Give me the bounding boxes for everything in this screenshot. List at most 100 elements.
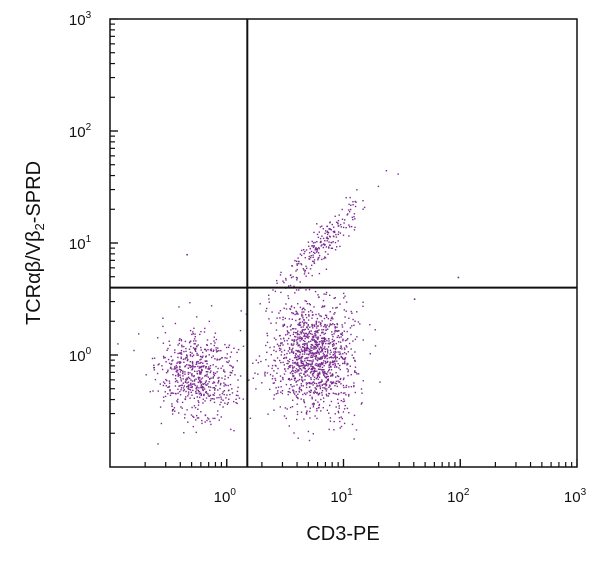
data-point bbox=[169, 344, 171, 346]
data-point bbox=[314, 391, 317, 393]
data-point bbox=[343, 400, 346, 402]
data-point bbox=[201, 377, 204, 379]
data-point bbox=[325, 230, 327, 232]
data-point bbox=[354, 200, 356, 203]
data-point bbox=[212, 417, 214, 420]
data-point bbox=[169, 394, 172, 397]
data-point bbox=[319, 356, 322, 359]
data-point bbox=[324, 251, 327, 253]
data-point bbox=[217, 389, 219, 391]
data-point bbox=[298, 333, 300, 336]
data-point bbox=[320, 322, 322, 325]
data-point bbox=[162, 342, 165, 344]
data-point bbox=[316, 392, 318, 394]
data-point bbox=[340, 346, 342, 348]
data-point bbox=[312, 370, 315, 373]
data-point bbox=[309, 350, 311, 353]
data-point bbox=[326, 324, 328, 326]
data-point bbox=[297, 323, 299, 326]
data-point bbox=[348, 393, 350, 396]
data-point bbox=[227, 361, 229, 364]
y-tick-label: 103 bbox=[69, 10, 92, 29]
data-point bbox=[230, 365, 233, 367]
data-point bbox=[314, 341, 317, 344]
data-point bbox=[298, 387, 300, 390]
data-point bbox=[153, 369, 156, 371]
data-point bbox=[311, 347, 313, 349]
data-point bbox=[204, 400, 206, 402]
data-point bbox=[330, 319, 332, 322]
data-point bbox=[324, 387, 326, 389]
data-point bbox=[354, 351, 356, 353]
data-point bbox=[296, 341, 298, 343]
data-point bbox=[216, 397, 218, 399]
data-point bbox=[151, 357, 154, 360]
data-point bbox=[305, 275, 307, 277]
data-point bbox=[200, 392, 202, 394]
data-point bbox=[259, 303, 261, 305]
data-point bbox=[348, 317, 350, 319]
data-point bbox=[295, 363, 297, 365]
data-point bbox=[200, 411, 202, 413]
data-point bbox=[318, 272, 321, 275]
data-point bbox=[175, 364, 177, 367]
data-point bbox=[179, 338, 181, 340]
data-point bbox=[202, 388, 204, 390]
data-point bbox=[369, 353, 371, 355]
data-point bbox=[326, 340, 328, 342]
data-point bbox=[304, 328, 306, 331]
data-point bbox=[190, 414, 193, 416]
data-point bbox=[341, 324, 343, 326]
data-point bbox=[279, 344, 281, 347]
data-point bbox=[318, 256, 320, 259]
data-point bbox=[233, 430, 235, 432]
data-point bbox=[346, 362, 348, 365]
data-point bbox=[312, 384, 314, 386]
data-point bbox=[328, 228, 331, 230]
data-point bbox=[195, 392, 197, 394]
data-point bbox=[340, 355, 342, 358]
data-point bbox=[205, 356, 207, 358]
data-point bbox=[313, 261, 315, 263]
data-point bbox=[242, 345, 245, 347]
data-point bbox=[194, 336, 196, 338]
data-point bbox=[200, 393, 202, 395]
data-point bbox=[273, 349, 275, 352]
data-point bbox=[204, 327, 206, 330]
data-point bbox=[348, 211, 351, 213]
data-point bbox=[188, 348, 191, 350]
data-point bbox=[320, 398, 322, 401]
data-point bbox=[327, 238, 329, 240]
data-point bbox=[346, 346, 348, 348]
data-point bbox=[291, 318, 293, 320]
data-point bbox=[213, 401, 216, 404]
data-point bbox=[329, 372, 331, 374]
data-point bbox=[325, 325, 327, 328]
data-point bbox=[305, 357, 307, 359]
data-point bbox=[305, 411, 308, 414]
data-point bbox=[318, 247, 320, 249]
data-point bbox=[303, 418, 305, 420]
data-point bbox=[342, 358, 344, 360]
data-point bbox=[238, 397, 241, 399]
data-point bbox=[308, 288, 311, 291]
data-point bbox=[202, 366, 205, 368]
data-point bbox=[192, 364, 194, 366]
data-point bbox=[338, 405, 340, 407]
data-point bbox=[379, 381, 381, 383]
data-point bbox=[306, 349, 308, 352]
data-point bbox=[320, 245, 322, 247]
data-point bbox=[342, 338, 344, 340]
data-point bbox=[357, 321, 360, 323]
data-point bbox=[318, 248, 320, 250]
data-point bbox=[313, 382, 316, 384]
data-point bbox=[229, 364, 231, 367]
data-point bbox=[348, 386, 350, 388]
data-point bbox=[279, 349, 281, 352]
data-point bbox=[204, 414, 207, 416]
data-point bbox=[359, 323, 361, 325]
data-point bbox=[326, 409, 328, 411]
data-point bbox=[224, 357, 226, 359]
data-point bbox=[354, 391, 356, 394]
data-point bbox=[295, 349, 297, 352]
